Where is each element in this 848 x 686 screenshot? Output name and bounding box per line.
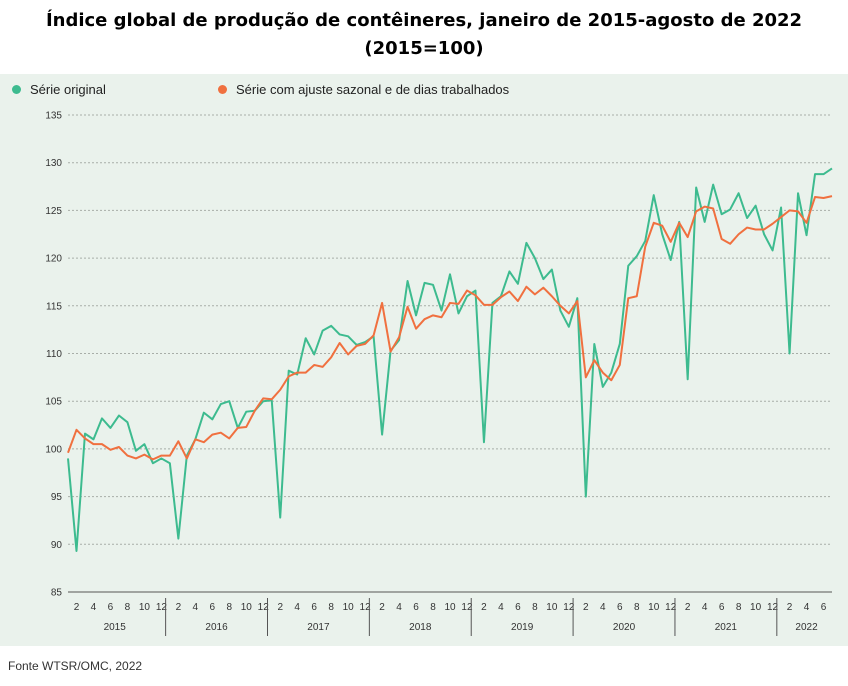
x-tick-label: 6 xyxy=(311,602,317,613)
x-tick-label: 8 xyxy=(125,602,131,613)
x-tick-label: 6 xyxy=(719,602,725,613)
x-tick-label: 2 xyxy=(685,602,691,613)
legend-dot-adjusted xyxy=(218,85,227,94)
year-label: 2016 xyxy=(205,622,228,633)
series-line-adjusted xyxy=(67,195,833,461)
y-tick-label: 85 xyxy=(51,588,63,599)
chart-title: Índice global de produção de contêineres… xyxy=(45,10,803,31)
x-tick-label: 12 xyxy=(156,602,168,613)
x-tick-label: 10 xyxy=(343,602,355,613)
x-tick-label: 4 xyxy=(193,602,199,613)
x-tick-label: 6 xyxy=(108,602,114,613)
y-tick-label: 135 xyxy=(45,111,62,122)
y-tick-label: 125 xyxy=(45,206,62,217)
year-label: 2017 xyxy=(307,622,330,633)
legend-item-original: Série original xyxy=(12,82,106,97)
x-tick-label: 10 xyxy=(750,602,762,613)
x-tick-label: 4 xyxy=(294,602,300,613)
year-label: 2021 xyxy=(715,622,738,633)
x-tick-label: 12 xyxy=(461,602,473,613)
y-tick-label: 110 xyxy=(46,349,62,360)
x-tick-label: 12 xyxy=(767,602,779,613)
x-tick-label: 4 xyxy=(702,602,708,613)
y-tick-label: 130 xyxy=(45,158,62,169)
x-tick-label: 4 xyxy=(91,602,97,613)
year-label: 2015 xyxy=(104,622,127,633)
x-tick-label: 2 xyxy=(481,602,487,613)
y-tick-label: 90 xyxy=(51,540,63,551)
chart-subtitle: (2015=100) xyxy=(364,38,484,59)
x-tick-label: 10 xyxy=(241,602,253,613)
plot-panel xyxy=(0,74,848,646)
x-tick-label: 8 xyxy=(430,602,436,613)
y-tick-label: 115 xyxy=(46,301,62,312)
legend-item-adjusted: Série com ajuste sazonal e de dias traba… xyxy=(218,82,509,97)
x-tick-label: 4 xyxy=(600,602,606,613)
x-tick-label: 8 xyxy=(736,602,742,613)
x-tick-label: 6 xyxy=(210,602,216,613)
x-tick-label: 6 xyxy=(413,602,419,613)
x-tick-label: 10 xyxy=(648,602,660,613)
x-tick-label: 2 xyxy=(74,602,80,613)
y-tick-label: 105 xyxy=(45,397,62,408)
x-tick-label: 12 xyxy=(665,602,677,613)
x-tick-label: 2 xyxy=(787,602,793,613)
x-tick-label: 8 xyxy=(532,602,538,613)
x-tick-label: 10 xyxy=(546,602,558,613)
x-tick-label: 8 xyxy=(634,602,640,613)
x-tick-label: 6 xyxy=(515,602,521,613)
x-tick-label: 2 xyxy=(277,602,283,613)
source-note: Fonte WTSR/OMC, 2022 xyxy=(8,659,143,673)
y-tick-label: 100 xyxy=(45,444,62,455)
x-tick-label: 8 xyxy=(328,602,334,613)
x-tick-label: 4 xyxy=(498,602,504,613)
x-tick-label: 12 xyxy=(563,602,575,613)
y-tick-label: 120 xyxy=(45,254,62,265)
legend-dot-original xyxy=(12,85,21,94)
x-tick-label: 6 xyxy=(821,602,827,613)
x-tick-label: 6 xyxy=(617,602,623,613)
y-tick-label: 95 xyxy=(51,492,63,503)
x-tick-label: 12 xyxy=(258,602,270,613)
x-tick-label: 10 xyxy=(444,602,456,613)
year-label: 2019 xyxy=(511,622,534,633)
x-tick-label: 8 xyxy=(227,602,233,613)
x-tick-label: 4 xyxy=(396,602,402,613)
x-tick-label: 12 xyxy=(360,602,372,613)
year-label: 2018 xyxy=(409,622,432,633)
x-tick-label: 2 xyxy=(379,602,385,613)
x-tick-label: 2 xyxy=(583,602,589,613)
x-tick-label: 4 xyxy=(804,602,810,613)
year-label: 2020 xyxy=(613,622,636,633)
legend-label-adjusted: Série com ajuste sazonal e de dias traba… xyxy=(236,82,510,97)
year-label: 2022 xyxy=(795,622,818,633)
x-tick-label: 2 xyxy=(176,602,182,613)
x-tick-label: 10 xyxy=(139,602,151,613)
legend-label-original: Série original xyxy=(30,82,106,97)
